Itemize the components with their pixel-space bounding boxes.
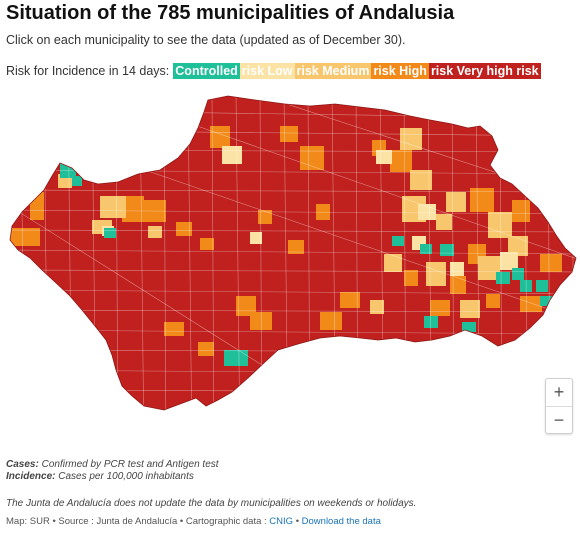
zoom-out-button[interactable]: −: [546, 406, 572, 434]
incidence-text: Cases per 100,000 inhabitants: [58, 471, 194, 482]
incidence-label: Incidence:: [6, 471, 56, 482]
legend-risk-very-high: risk Very high risk: [428, 63, 541, 79]
legend-controlled: Controlled: [173, 63, 240, 79]
zoom-control: + −: [545, 378, 573, 434]
footer-credits: Map: SUR • Source : Junta de Andalucía •…: [6, 516, 267, 527]
footer: Map: SUR • Source : Junta de Andalucía •…: [6, 516, 381, 527]
page-subtitle: Click on each municipality to see the da…: [6, 33, 406, 47]
andalusia-map[interactable]: [0, 92, 580, 452]
cases-text: Confirmed by PCR test and Antigen test: [41, 459, 219, 470]
footer-separator: •: [295, 516, 300, 527]
disclaimer: The Junta de Andalucía does not update t…: [6, 498, 417, 509]
zoom-in-button[interactable]: +: [553, 382, 565, 402]
municipalities-layer[interactable]: [0, 92, 580, 452]
notes: Cases: Confirmed by PCR test and Antigen…: [6, 459, 219, 483]
cases-label: Cases:: [6, 459, 39, 470]
legend-risk-low: risk Low: [239, 63, 295, 79]
download-data-link[interactable]: Download the data: [301, 516, 381, 527]
risk-legend: Risk for Incidence in 14 days: Controlle…: [6, 63, 541, 79]
risk-medium-municipalities[interactable]: [58, 128, 528, 318]
legend-risk-high: risk High: [371, 63, 429, 79]
cnig-link[interactable]: CNIG: [269, 516, 294, 527]
legend-risk-medium: risk Medium: [294, 63, 372, 79]
legend-label: Risk for Incidence in 14 days:: [6, 64, 170, 78]
page-title: Situation of the 785 municipalities of A…: [6, 2, 455, 24]
